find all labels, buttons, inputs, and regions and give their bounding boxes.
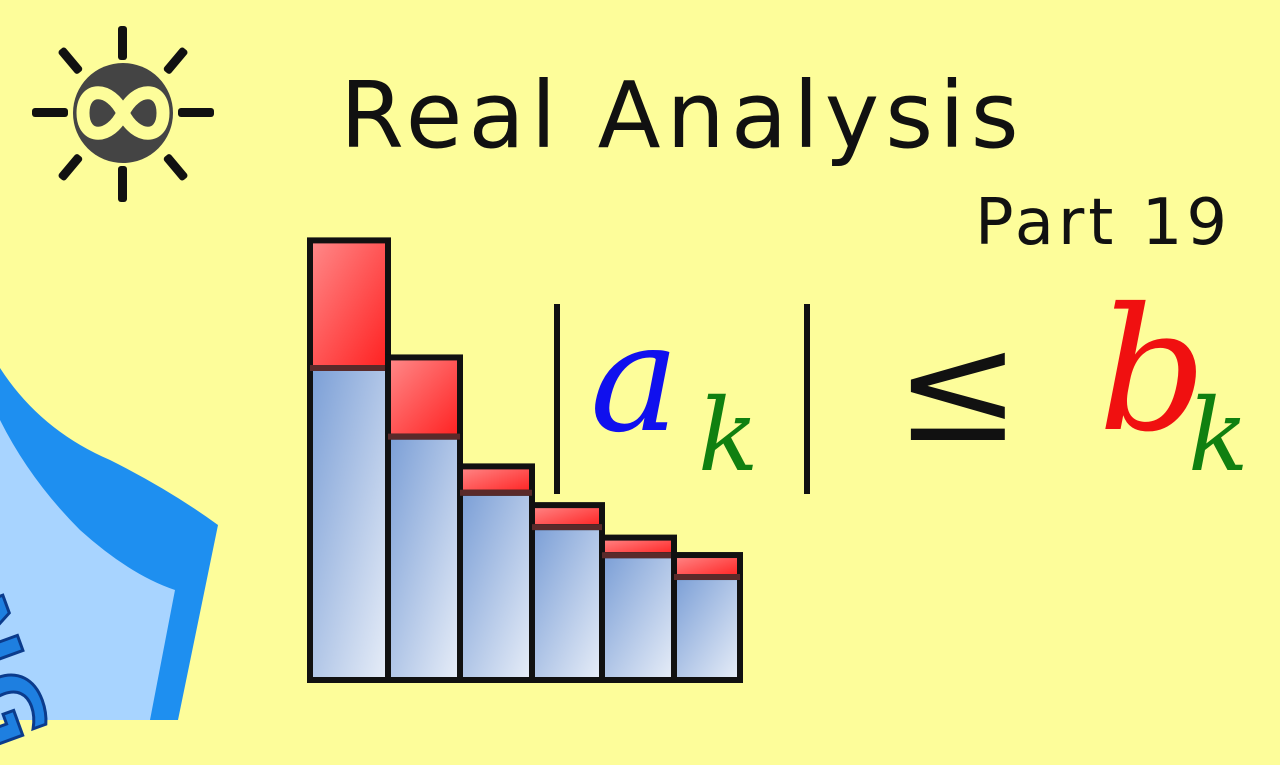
abs-bar-right <box>804 304 810 494</box>
bars-illustration <box>307 237 743 684</box>
bar-red-6 <box>671 552 743 581</box>
formula-k-subscript-2: k <box>1188 377 1249 494</box>
bar-red-2 <box>385 354 463 440</box>
part-label: Part 19 <box>975 186 1232 260</box>
bar-red-1 <box>307 237 391 371</box>
bar-red-3 <box>457 463 535 496</box>
bar-blue-6 <box>671 574 743 684</box>
formula-b: b <box>1098 272 1207 470</box>
leq-symbol: ≤ <box>895 302 1021 476</box>
formula-k-subscript: k <box>698 377 759 494</box>
bar-red-4 <box>529 502 605 531</box>
bar-blue-5 <box>599 552 677 684</box>
page-title: Real Analysis <box>340 62 1025 169</box>
bar-blue-3 <box>457 489 535 683</box>
formula-a: a <box>590 292 680 466</box>
bar-blue-4 <box>529 524 605 683</box>
infinity-sun-icon <box>32 26 214 202</box>
bar-blue-2 <box>385 433 463 683</box>
bar-blue-1 <box>307 365 391 683</box>
language-ribbon <box>0 368 218 720</box>
abs-bar-left <box>554 304 560 494</box>
